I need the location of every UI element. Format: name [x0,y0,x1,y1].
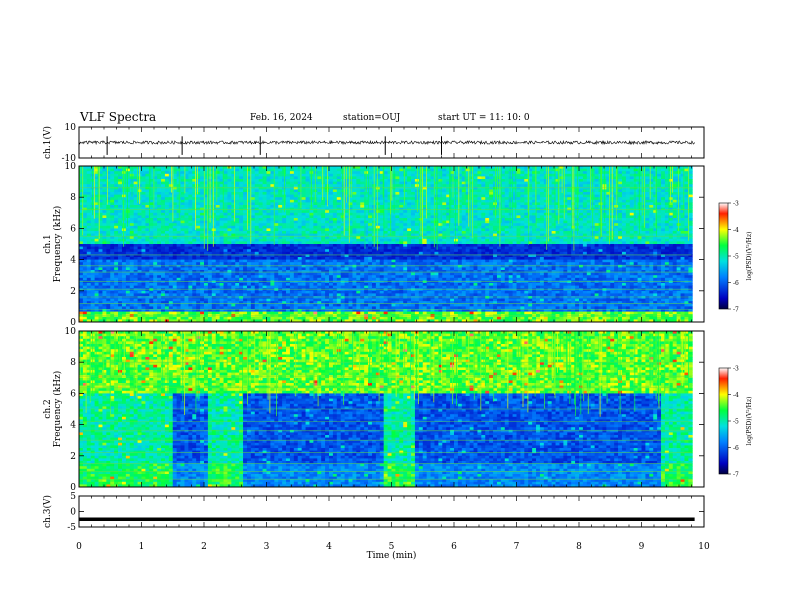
colorbar-2 [718,367,729,475]
colorbar-1 [718,202,729,310]
panel-3-ytick: 4 [70,421,76,431]
panel-3-ytick: 6 [70,389,76,399]
colorbar-2-tick: -3 [733,366,739,373]
colorbar-1-tick: -7 [733,307,739,314]
x-tick-label: 9 [639,542,645,552]
colorbar-2-tick: -7 [733,472,739,479]
panel-3-ytick: 2 [70,452,76,462]
x-tick-label: 6 [451,542,457,552]
panel-2-ytick: 0 [70,318,76,328]
colorbar-2-tick: -5 [733,419,739,426]
panel-1-ytick: -10 [62,154,77,164]
x-tick-label: 2 [201,542,207,552]
panel-4-ytick: 0 [70,508,76,518]
colorbar-1-tick: -5 [733,254,739,261]
x-tick-label: 8 [576,542,582,552]
panel-4-ytick: -5 [67,523,76,533]
panel-3-channel-label: ch.2 [43,399,53,418]
colorbar-2-tick: -6 [733,445,739,452]
panel-2-channel-label: ch.1 [43,234,53,253]
panel-2-ytick: 4 [70,256,76,266]
panel-2-ytick: 10 [65,162,77,172]
panel-3-ytick: 0 [70,483,76,493]
colorbar-2-label: log(PSD)(V²/Hz) [746,397,753,446]
panel-2-ylabel: Frequency (kHz) [52,206,63,283]
panel-1-ytick: 10 [65,123,77,133]
ch2-spectrogram [79,331,693,488]
ch1-waveform-line [78,136,695,155]
panel-3-ytick: 8 [70,358,76,368]
x-tick-label: 5 [389,542,395,552]
colorbar-1-tick: -6 [733,280,739,287]
panel-1-ylabel: ch.1(V) [42,126,53,159]
x-tick-label: 3 [264,542,270,552]
panel-4-ylabel: ch.3(V) [42,495,53,528]
x-axis-label: Time (min) [367,550,417,561]
colorbar-1-tick: -4 [733,227,739,234]
x-tick-label: 10 [698,542,710,552]
colorbar-1-label: log(PSD)(V²/Hz) [746,232,753,281]
header-date: Feb. 16, 2024 [250,113,313,123]
panel-3-ytick: 10 [65,327,77,337]
page-title: VLF Spectra [80,110,157,124]
x-tick-label: 4 [326,542,332,552]
colorbar-2-tick: -4 [733,392,739,399]
panel-4-ytick: 5 [70,492,76,502]
panel-2-ytick: 2 [70,287,76,297]
ch1-spectrogram [79,166,693,323]
colorbar-1-tick: -3 [733,201,739,208]
x-tick-label: 1 [139,542,145,552]
panel-2-ytick: 6 [70,224,76,234]
x-tick-label: 0 [76,542,82,552]
panel-2-ytick: 8 [70,193,76,203]
header-station: station=OUJ [343,113,401,123]
x-tick-label: 7 [514,542,520,552]
panel-3-ylabel: Frequency (kHz) [52,371,63,448]
header-start-time: start UT = 11: 10: 0 [438,113,530,123]
